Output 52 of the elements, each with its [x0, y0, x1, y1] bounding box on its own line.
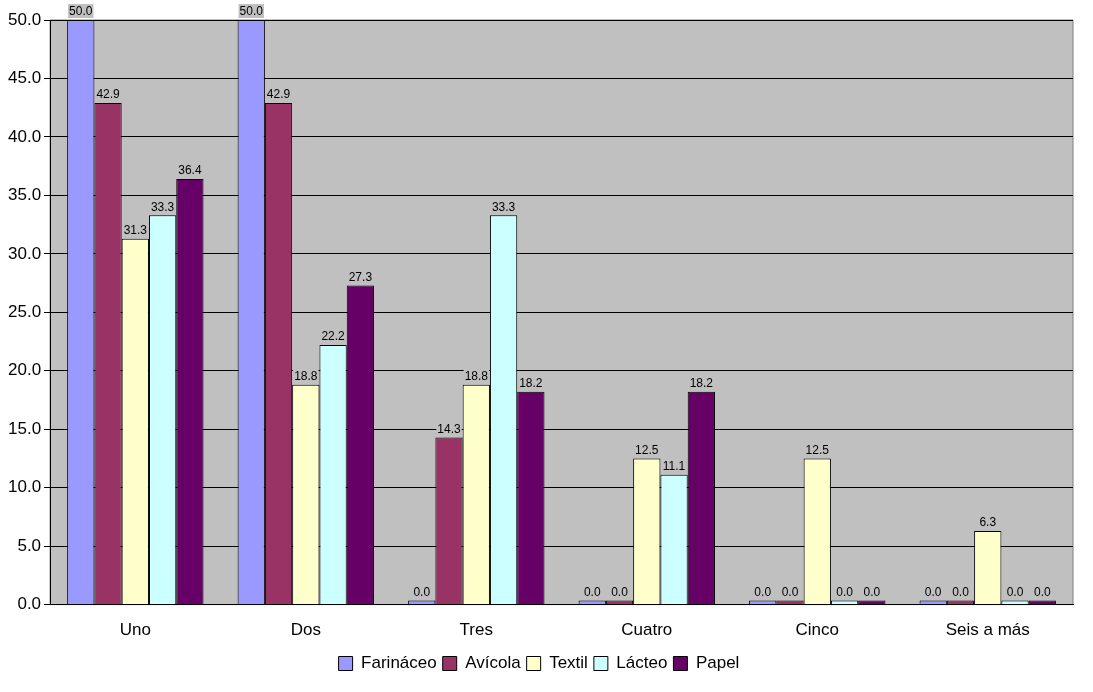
y-tick-label: 45.0	[7, 68, 42, 88]
data-label: 33.3	[150, 199, 175, 214]
x-tick-label: Dos	[290, 620, 321, 640]
data-label: 18.8	[294, 369, 318, 384]
data-label: 42.9	[96, 87, 121, 102]
data-label: 12.5	[805, 442, 830, 457]
y-tick-label: 20.0	[7, 360, 42, 380]
y-tick-label: 5.0	[17, 535, 42, 555]
data-label: 50.0	[69, 4, 93, 19]
x-tick-label: Seis a más	[945, 620, 1030, 640]
data-label: 0.0	[1033, 584, 1051, 599]
data-label: 6.3	[979, 515, 997, 530]
data-label: 11.1	[662, 459, 686, 474]
data-label: 0.0	[952, 584, 970, 599]
data-label: 0.0	[836, 584, 854, 599]
x-tick-label: Uno	[119, 620, 151, 640]
data-label: 0.0	[583, 584, 601, 599]
legend-label: Farináceo	[361, 653, 437, 673]
data-label: 0.0	[863, 584, 881, 599]
data-label: 0.0	[611, 584, 629, 599]
data-label: 27.3	[348, 269, 373, 284]
data-label: 0.0	[754, 584, 772, 599]
x-tick-label: Tres	[459, 620, 493, 640]
y-tick-label: 40.0	[7, 126, 42, 146]
y-tick-label: 30.0	[7, 243, 42, 263]
data-label: 36.4	[178, 163, 202, 178]
y-tick-label: 35.0	[7, 185, 42, 205]
x-tick-label: Cinco	[795, 620, 840, 640]
data-label: 0.0	[413, 584, 431, 599]
data-label: 33.3	[491, 199, 516, 214]
x-tick-label: Cuatro	[621, 620, 673, 640]
data-label: 14.3	[437, 421, 462, 436]
data-label: 42.9	[266, 87, 291, 102]
legend-label: Avícola	[465, 653, 522, 673]
data-label: 0.0	[781, 584, 799, 599]
legend-label: Lácteo	[616, 653, 668, 673]
data-label: 0.0	[1006, 584, 1024, 599]
data-label: 22.2	[321, 329, 346, 344]
legend-label: Textil	[549, 653, 588, 673]
data-label: 18.8	[464, 369, 489, 384]
legend-label: Papel	[695, 653, 740, 673]
data-label: 18.2	[519, 376, 543, 391]
y-tick-label: 25.0	[7, 301, 42, 321]
y-tick-label: 10.0	[7, 477, 42, 497]
y-tick-label: 15.0	[7, 418, 42, 438]
data-label: 0.0	[924, 584, 942, 599]
data-label: 31.3	[123, 222, 148, 237]
data-label: 50.0	[239, 4, 264, 19]
y-tick-label: 50.0	[7, 9, 42, 29]
data-label: 12.5	[635, 442, 659, 457]
data-label: 18.2	[689, 376, 714, 391]
y-tick-label: 0.0	[17, 594, 42, 614]
